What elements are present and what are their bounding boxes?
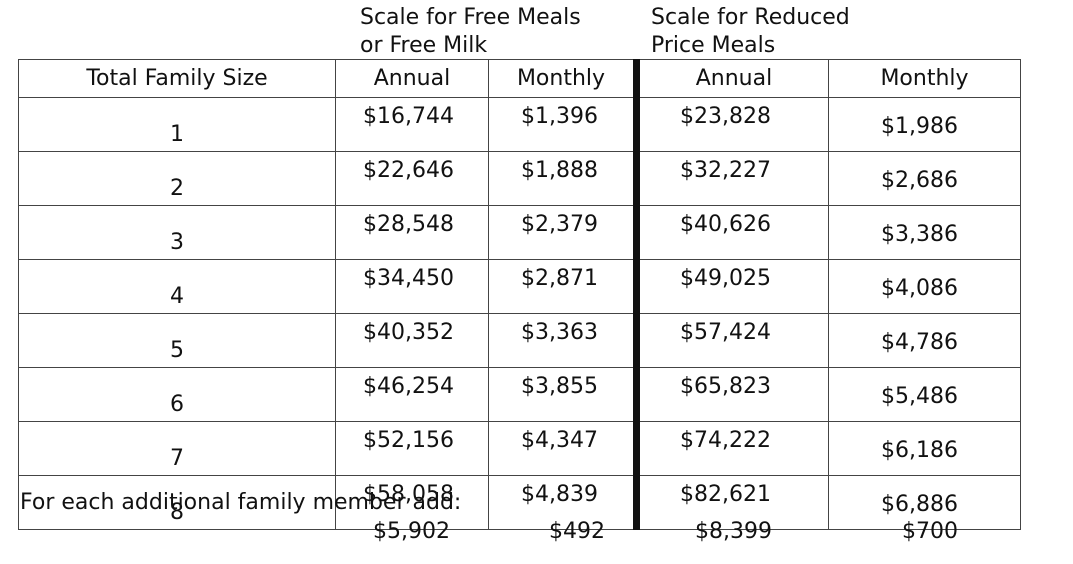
family-size-cell: 4 <box>18 259 336 314</box>
income-eligibility-table: Total Family Size Annual Monthly Annual … <box>18 59 1021 530</box>
family-size-cell: 3 <box>18 205 336 260</box>
free-annual-cell: $28,548 <box>335 205 489 260</box>
additional-reduced-monthly: $700 <box>902 519 958 544</box>
family-size-cell: 6 <box>18 367 336 422</box>
free-annual-cell: $40,352 <box>335 313 489 368</box>
additional-free-annual: $5,902 <box>373 519 450 544</box>
reduced-annual-cell: $32,227 <box>635 151 829 206</box>
reduced-annual-cell: $49,025 <box>635 259 829 314</box>
additional-member-label: For each additional family member add: <box>20 490 462 515</box>
free-monthly-cell: $4,347 <box>488 421 640 476</box>
table-row: 6 $46,254 $3,855 $65,823 $5,486 <box>18 367 1021 422</box>
free-monthly-cell: $1,396 <box>488 97 640 152</box>
column-header-family-size: Total Family Size <box>18 59 336 98</box>
column-header-free-annual: Annual <box>335 59 489 98</box>
reduced-meals-scale-heading: Scale for Reduced Price Meals <box>651 4 850 60</box>
table-row: 8 $58,058 $4,839 $82,621 $6,886 <box>18 475 1021 530</box>
table-row: 7 $52,156 $4,347 $74,222 $6,186 <box>18 421 1021 476</box>
column-header-reduced-monthly: Monthly <box>828 59 1021 98</box>
reduced-annual-cell: $82,621 <box>635 475 829 530</box>
reduced-monthly-cell: $3,386 <box>828 205 1021 260</box>
free-monthly-cell: $3,855 <box>488 367 640 422</box>
additional-reduced-annual: $8,399 <box>695 519 772 544</box>
table-header-row: Total Family Size Annual Monthly Annual … <box>18 59 1021 98</box>
free-meals-scale-heading-line-2: or Free Milk <box>360 33 488 58</box>
reduced-monthly-cell: $1,986 <box>828 97 1021 152</box>
family-size-cell: 7 <box>18 421 336 476</box>
table-row: 5 $40,352 $3,363 $57,424 $4,786 <box>18 313 1021 368</box>
free-annual-cell: $52,156 <box>335 421 489 476</box>
free-monthly-cell: $1,888 <box>488 151 640 206</box>
reduced-monthly-cell: $6,186 <box>828 421 1021 476</box>
reduced-meals-scale-heading-line-2: Price Meals <box>651 33 776 58</box>
free-annual-cell: $22,646 <box>335 151 489 206</box>
free-meals-scale-heading: Scale for Free Meals or Free Milk <box>360 4 581 60</box>
table-row: 1 $16,744 $1,396 $23,828 $1,986 <box>18 97 1021 152</box>
free-annual-cell: $46,254 <box>335 367 489 422</box>
reduced-annual-cell: $57,424 <box>635 313 829 368</box>
reduced-monthly-cell: $2,686 <box>828 151 1021 206</box>
free-annual-cell: $34,450 <box>335 259 489 314</box>
free-monthly-cell: $3,363 <box>488 313 640 368</box>
table-row: 3 $28,548 $2,379 $40,626 $3,386 <box>18 205 1021 260</box>
reduced-annual-cell: $40,626 <box>635 205 829 260</box>
reduced-monthly-cell: $6,886 <box>828 475 1021 530</box>
additional-free-monthly: $492 <box>549 519 605 544</box>
family-size-cell: 2 <box>18 151 336 206</box>
free-annual-cell: $58,058 <box>335 475 489 530</box>
reduced-meals-scale-heading-line-1: Scale for Reduced <box>651 5 850 30</box>
family-size-cell: 1 <box>18 97 336 152</box>
family-size-cell: 5 <box>18 313 336 368</box>
table-row: 4 $34,450 $2,871 $49,025 $4,086 <box>18 259 1021 314</box>
free-monthly-cell: $4,839 <box>488 475 640 530</box>
family-size-cell: 8 <box>18 475 336 530</box>
free-monthly-cell: $2,379 <box>488 205 640 260</box>
table-row: 2 $22,646 $1,888 $32,227 $2,686 <box>18 151 1021 206</box>
column-header-reduced-annual: Annual <box>635 59 829 98</box>
column-header-free-monthly: Monthly <box>488 59 640 98</box>
reduced-annual-cell: $65,823 <box>635 367 829 422</box>
reduced-monthly-cell: $5,486 <box>828 367 1021 422</box>
free-monthly-cell: $2,871 <box>488 259 640 314</box>
free-annual-cell: $16,744 <box>335 97 489 152</box>
reduced-annual-cell: $74,222 <box>635 421 829 476</box>
free-meals-scale-heading-line-1: Scale for Free Meals <box>360 5 581 30</box>
reduced-monthly-cell: $4,786 <box>828 313 1021 368</box>
reduced-monthly-cell: $4,086 <box>828 259 1021 314</box>
reduced-annual-cell: $23,828 <box>635 97 829 152</box>
